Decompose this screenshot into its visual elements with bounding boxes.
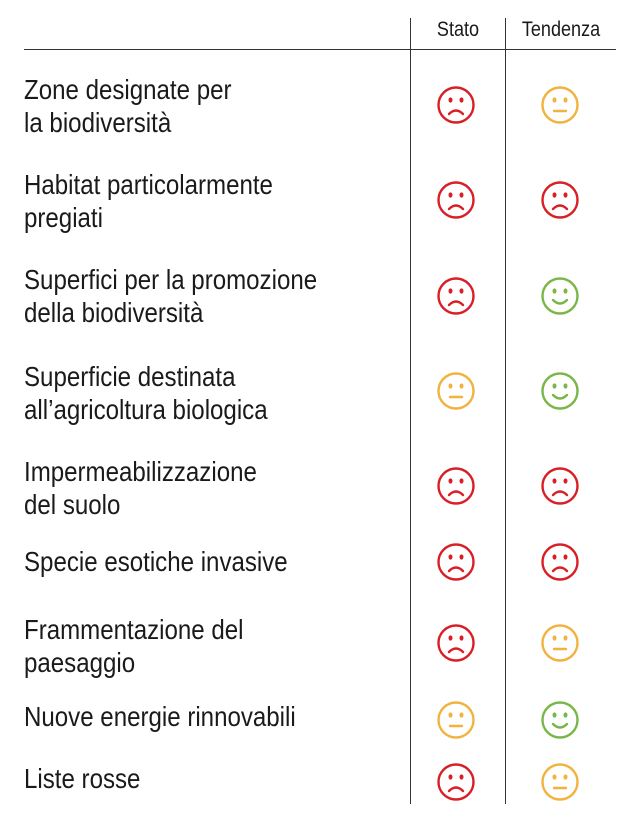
red-sad-face-icon [436,623,476,663]
column-divider-tendenza [505,18,506,804]
red-sad-face-icon [436,180,476,220]
indicator-label: Zone designate per la biodiversità [24,74,232,138]
red-sad-face-icon [540,466,580,506]
red-sad-face-icon [436,762,476,802]
indicator-label: Habitat particolarmente pregiati [24,169,273,233]
yellow-neutral-face-icon [540,85,580,125]
red-sad-face-icon [436,466,476,506]
yellow-neutral-face-icon [436,700,476,740]
indicator-label: Superficie destinata all’agricoltura bio… [24,361,268,425]
column-header-tendenza: Tendenza [521,18,601,41]
green-happy-face-icon [540,371,580,411]
red-sad-face-icon [436,276,476,316]
yellow-neutral-face-icon [540,623,580,663]
green-happy-face-icon [540,700,580,740]
red-sad-face-icon [436,85,476,125]
column-divider-stato [410,18,411,804]
indicator-label: Specie esotiche invasive [24,546,288,577]
indicator-label: Frammentazione del paesaggio [24,614,244,678]
indicator-label: Nuove energie rinnovabili [24,701,296,732]
yellow-neutral-face-icon [540,762,580,802]
red-sad-face-icon [540,542,580,582]
indicator-label: Superfici per la promozione della biodiv… [24,264,318,328]
indicator-label: Liste rosse [24,763,141,794]
column-header-stato: Stato [436,18,480,41]
yellow-neutral-face-icon [436,371,476,411]
indicator-label: Impermeabilizzazione del suolo [24,456,257,520]
green-happy-face-icon [540,276,580,316]
red-sad-face-icon [540,180,580,220]
red-sad-face-icon [436,542,476,582]
header-divider [24,49,616,50]
